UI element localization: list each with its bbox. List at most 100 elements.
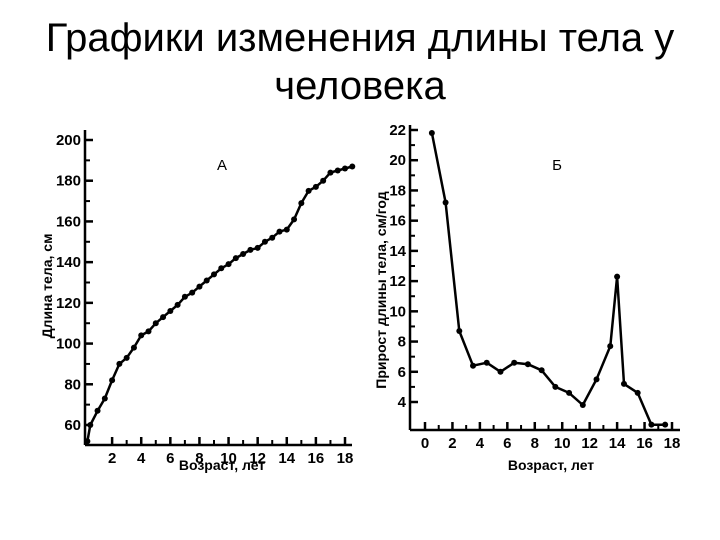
data-point-a <box>109 377 116 384</box>
data-point-b <box>524 361 531 368</box>
data-point-a <box>174 301 181 308</box>
data-point-a <box>196 283 203 290</box>
data-point-a <box>327 169 334 176</box>
panel-letter-b: Б <box>552 157 562 174</box>
chart-panel-a: 60 80 100 120 140 160 180 200 2 4 6 8 10 12 14 16 18 А Воз… <box>39 130 356 473</box>
data-point-b <box>428 130 435 137</box>
data-point-a <box>283 226 290 233</box>
y-axis-label-b: Прирост длины тела, см/год <box>373 191 389 389</box>
data-point-a <box>94 407 101 414</box>
panel-letter-a: А <box>217 157 227 174</box>
data-point-b <box>614 273 621 280</box>
data-point-a <box>203 277 210 284</box>
data-point-a <box>211 271 217 278</box>
y-tick-label-a: 120 <box>56 295 81 312</box>
y-tick-label-b: 18 <box>389 182 406 199</box>
x-axis-label-b: Возраст, лет <box>508 457 594 473</box>
data-point-b <box>456 327 463 334</box>
x-tick-label-b: 2 <box>448 435 456 452</box>
data-point-a <box>87 422 94 428</box>
series-line-b <box>430 132 666 426</box>
data-point-a <box>189 289 196 296</box>
data-point-b <box>593 376 600 383</box>
y-tick-label-b: 22 <box>389 122 406 139</box>
data-point-b <box>497 368 504 375</box>
data-point-a <box>152 320 159 327</box>
data-point-a <box>101 395 108 402</box>
data-point-a <box>240 251 247 257</box>
data-point-b <box>511 359 518 366</box>
data-point-a <box>232 255 239 262</box>
x-tick-label-b: 12 <box>581 435 598 452</box>
data-point-a <box>116 360 123 367</box>
x-tick-label-b: 0 <box>421 435 429 452</box>
data-point-b <box>442 199 449 206</box>
data-point-b <box>634 389 641 396</box>
y-tick-label-b: 14 <box>389 243 406 260</box>
y-tick-label-a: 60 <box>64 417 81 434</box>
data-point-b <box>538 367 545 374</box>
data-point-b <box>552 383 559 390</box>
y-axis-label-a: Длина тела, см <box>39 234 55 339</box>
x-tick-label-a: 18 <box>337 450 354 467</box>
x-tick-label-a: 16 <box>308 450 325 467</box>
x-tick-label-a: 10 <box>220 450 237 467</box>
data-point-a <box>247 246 254 253</box>
data-point-a <box>291 216 298 223</box>
y-tick-label-b: 16 <box>389 213 406 230</box>
y-tick-label-a: 100 <box>56 336 81 353</box>
data-point-b <box>607 343 614 350</box>
data-point-b <box>620 380 627 387</box>
data-point-a <box>123 354 130 361</box>
data-point-a <box>298 200 305 207</box>
data-point-a <box>261 238 268 245</box>
data-point-b <box>579 402 586 409</box>
data-point-a <box>320 177 327 184</box>
data-point-a <box>181 293 188 300</box>
y-tick-label-a: 160 <box>56 213 81 230</box>
data-point-a <box>305 187 312 194</box>
data-point-a <box>160 314 167 321</box>
x-tick-label-b: 4 <box>476 435 485 452</box>
data-point-a <box>145 328 152 335</box>
x-tick-label-b: 16 <box>636 435 653 452</box>
x-tick-label-a: 12 <box>249 450 266 467</box>
x-tick-label-a: 4 <box>137 450 146 467</box>
y-tick-label-b: 6 <box>398 364 406 381</box>
data-point-a <box>84 438 91 445</box>
x-tick-label-a: 14 <box>278 450 295 467</box>
y-tick-label-a: 200 <box>56 132 81 149</box>
x-tick-label-b: 8 <box>531 435 539 452</box>
data-point-a <box>269 234 276 241</box>
data-point-b <box>470 362 477 369</box>
y-tick-label-a: 140 <box>56 254 81 271</box>
data-point-b <box>566 389 573 396</box>
data-point-a <box>254 244 261 251</box>
y-tick-label-a: 80 <box>64 376 81 393</box>
y-tick-label-b: 12 <box>389 273 406 290</box>
x-tick-label-b: 18 <box>664 435 681 452</box>
page-title: Графики изменения длины тела у человека <box>45 16 675 108</box>
data-point-a <box>130 344 137 351</box>
y-tick-label-b: 4 <box>398 394 407 411</box>
y-tick-label-b: 20 <box>389 152 406 169</box>
y-tick-label-b: 10 <box>389 303 406 320</box>
data-point-a <box>334 167 341 174</box>
data-point-b <box>662 421 669 428</box>
x-tick-label-a: 8 <box>195 450 203 467</box>
y-tick-label-a: 180 <box>56 173 81 190</box>
x-tick-label-a: 2 <box>108 450 116 467</box>
data-point-a <box>138 332 145 339</box>
x-tick-label-b: 14 <box>609 435 626 452</box>
chart-panel-b: 4 6 8 10 12 14 16 18 20 22 0 2 4 6 8 10 12 14 16 18 Б Возраст… <box>373 122 680 473</box>
data-point-a <box>225 261 232 268</box>
x-tick-label-a: 6 <box>166 450 174 467</box>
y-tick-label-b: 8 <box>398 334 406 351</box>
data-point-b <box>648 421 655 428</box>
data-point-a <box>349 163 356 170</box>
data-point-a <box>342 165 348 172</box>
series-line-a <box>86 165 353 442</box>
data-point-b <box>483 359 490 366</box>
data-point-a <box>312 183 319 190</box>
